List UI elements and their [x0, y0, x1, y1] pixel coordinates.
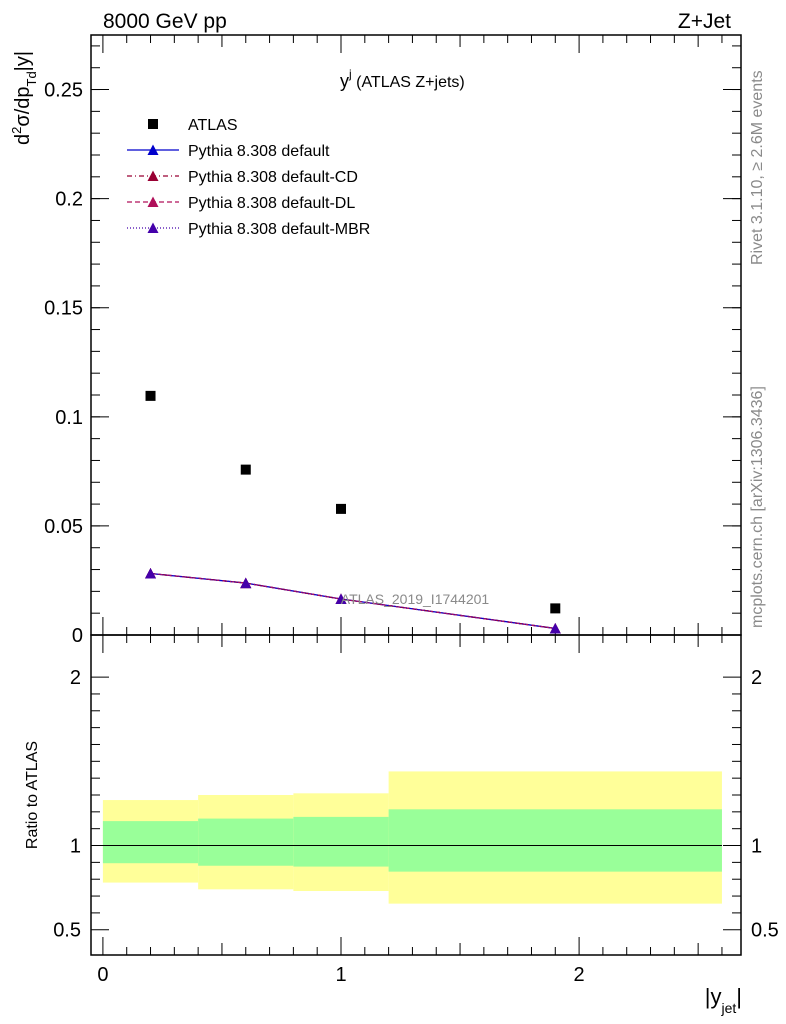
header-right: Z+Jet — [678, 10, 731, 33]
x-axis-label: |yjet| — [705, 984, 742, 1016]
legend: ATLAS Pythia 8.308 default Pythia 8.308 de… — [127, 117, 370, 238]
main-panel-data: 0 0.05 0.1 0.15 0.2 0.25 0 1 2 0.5 0.5 1 1 2 2 — [44, 34, 779, 986]
legend-marker-atlas — [148, 119, 158, 129]
ratio-panel — [102, 771, 722, 904]
series-point-4 — [240, 577, 252, 589]
rivet-label: Rivet 3.1.10, ≥ 2.6M events — [749, 70, 766, 265]
xtick-label: 1 — [335, 964, 346, 986]
ratio-stat-band-2 — [293, 816, 389, 867]
legend-marker-1 — [147, 144, 159, 155]
ratio-ylabel: Ratio to ATLAS — [24, 741, 41, 849]
x-axis-label-end: | — [736, 984, 742, 1009]
xtick-label: 0 — [97, 964, 108, 986]
ratio-stat-band-3 — [388, 809, 722, 872]
ratio-ytick-label: 1 — [70, 836, 81, 858]
plot-title-sup: j — [348, 67, 352, 81]
main-ytick-label: 0 — [72, 625, 83, 647]
main-ylabel-suffix: |y| — [12, 51, 34, 71]
mcplots-label: mcplots.cern.ch [arXiv:1306.3436] — [749, 386, 766, 628]
series-point-4 — [335, 593, 347, 604]
plot-title: yj (ATLAS Z+jets) — [340, 67, 465, 91]
ratio-ytick-label: 2 — [70, 667, 81, 689]
ratio-stat-band-1 — [198, 818, 294, 866]
atlas-point — [550, 603, 561, 614]
main-ylabel-mid: σ/dp — [12, 86, 34, 126]
x-axis-label-sub: jet — [720, 1000, 736, 1016]
main-ytick-label: 0.2 — [55, 189, 83, 211]
legend-label-0: ATLAS — [188, 117, 238, 134]
main-ytick-label: 0.25 — [44, 80, 83, 102]
ratio-ytick-label: 0.5 — [53, 920, 81, 942]
series-point-4 — [549, 622, 561, 634]
atlas-point — [145, 390, 156, 401]
main-ylabel-sub: Td — [24, 71, 39, 86]
ratio-ytick-label-right: 2 — [751, 667, 762, 689]
legend-marker-4 — [147, 222, 159, 233]
atlas-point — [240, 464, 251, 475]
main-ytick-label: 0.05 — [44, 516, 83, 538]
legend-marker-2 — [147, 170, 159, 181]
header-left: 8000 GeV pp — [103, 10, 227, 33]
main-ytick-label: 0.15 — [44, 298, 83, 320]
ratio-ytick-label-right: 1 — [751, 836, 762, 858]
series-point-4 — [145, 567, 157, 579]
legend-label-4: Pythia 8.308 default-MBR — [188, 221, 370, 238]
analysis-watermark: ATLAS_2019_I1744201 — [341, 591, 490, 607]
plot-title-suffix: (ATLAS Z+jets) — [352, 74, 465, 91]
legend-label-2: Pythia 8.308 default-CD — [188, 169, 358, 186]
series-group — [145, 390, 561, 634]
plot-title-main: y — [340, 71, 349, 91]
ratio-ytick-label-right: 0.5 — [751, 920, 779, 942]
main-ylabel: d2σ/dpTd|y| — [9, 51, 39, 145]
xtick-label: 2 — [574, 964, 585, 986]
main-ytick-label: 0.1 — [55, 407, 83, 429]
x-axis-label-main: |y — [705, 984, 722, 1009]
main-ylabel-sup: 2 — [9, 127, 24, 134]
main-ylabel-prefix: d — [12, 134, 34, 145]
legend-marker-3 — [147, 196, 159, 207]
atlas-point — [336, 503, 346, 514]
ratio-stat-band-0 — [102, 821, 199, 864]
legend-label-1: Pythia 8.308 default — [188, 143, 330, 160]
series-line-4 — [150, 572, 556, 630]
legend-label-3: Pythia 8.308 default-DL — [188, 195, 355, 212]
